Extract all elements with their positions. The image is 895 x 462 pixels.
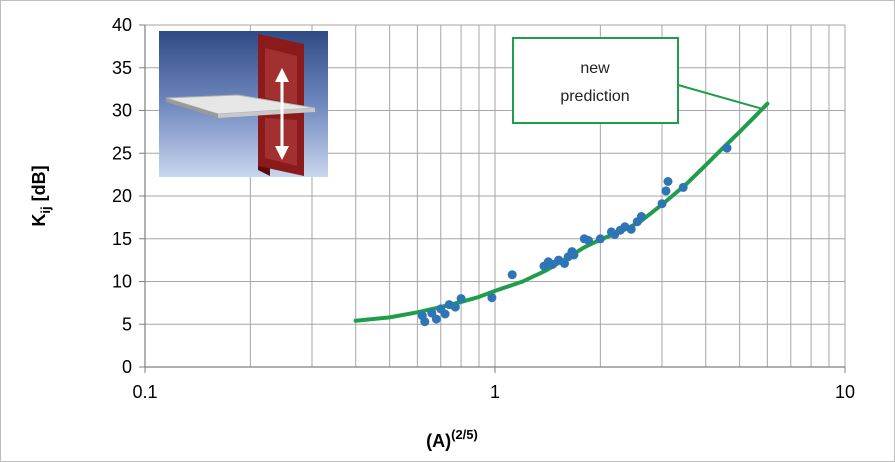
arrow-down-icon — [275, 146, 289, 160]
data-point — [569, 250, 579, 260]
axes — [139, 24, 846, 373]
data-point — [678, 182, 688, 192]
data-point — [440, 309, 450, 319]
data-point — [487, 293, 497, 303]
callout-box — [512, 37, 679, 124]
data-point — [456, 294, 466, 304]
data-point — [450, 302, 460, 312]
y-axis-label-base: K — [29, 214, 49, 227]
y-tick-label: 0 — [122, 357, 132, 377]
data-point — [626, 224, 636, 234]
callout-line-1: new — [580, 60, 610, 77]
arrow-up-icon — [275, 68, 289, 82]
x-tick-labels: 0.1 1 10 — [132, 382, 855, 402]
callout-leader — [677, 84, 763, 110]
y-tick-label: 40 — [112, 15, 132, 35]
callout: new prediction — [512, 37, 763, 124]
y-axis-label-sub: ij — [38, 206, 53, 213]
x-axis-label-sup: (2/5) — [451, 427, 478, 442]
data-point — [636, 212, 646, 221]
y-axis-label: Kij [dB] — [29, 165, 53, 226]
y-axis-label-rest: [dB] — [29, 165, 49, 206]
x-axis-label: (A)(2/5) — [426, 427, 478, 451]
y-tick-labels: 0 5 10 15 20 25 30 35 40 — [112, 15, 132, 377]
x-axis-label-base: (A) — [426, 431, 451, 451]
y-tick-label: 25 — [112, 143, 132, 163]
data-point — [663, 177, 673, 186]
plate-edge-front — [218, 108, 315, 118]
plate-junction-inset — [159, 31, 328, 177]
data-point — [722, 143, 732, 153]
data-point — [560, 259, 569, 268]
y-tick-label: 20 — [112, 186, 132, 206]
y-tick-label: 10 — [112, 272, 132, 292]
data-point — [420, 317, 430, 327]
x-tick-label: 10 — [835, 382, 855, 402]
y-tick-label: 30 — [112, 101, 132, 121]
y-tick-label: 15 — [112, 229, 132, 249]
y-tick-label: 5 — [122, 314, 132, 334]
y-tick-label: 35 — [112, 58, 132, 78]
plate-edge — [166, 98, 218, 118]
data-point — [431, 314, 441, 324]
data-point — [661, 186, 671, 196]
measurement-series — [417, 143, 732, 327]
data-point — [584, 236, 593, 245]
x-tick-label: 1 — [490, 382, 500, 402]
callout-line-2: prediction — [560, 88, 629, 105]
data-point — [507, 270, 517, 280]
data-point — [657, 199, 667, 209]
data-point — [595, 234, 605, 244]
x-tick-label: 0.1 — [132, 382, 157, 402]
